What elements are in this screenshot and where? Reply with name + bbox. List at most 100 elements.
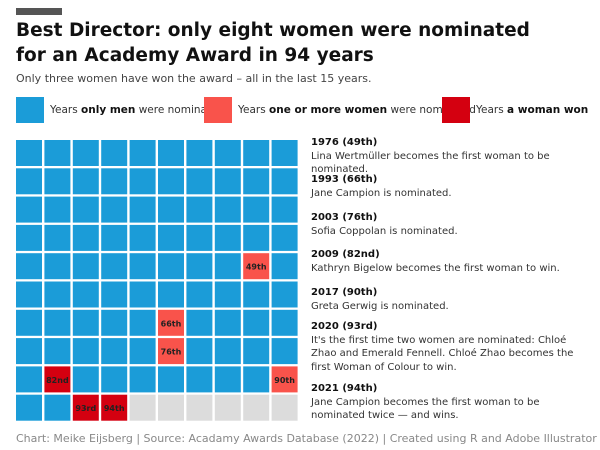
legend-text: Years bbox=[238, 104, 270, 116]
cell bbox=[243, 168, 270, 195]
cell bbox=[16, 281, 42, 308]
cell bbox=[72, 309, 99, 336]
top-bar bbox=[16, 8, 62, 15]
empty-cell bbox=[186, 394, 213, 421]
cell bbox=[214, 224, 241, 251]
cell bbox=[44, 196, 71, 223]
cell bbox=[16, 168, 42, 195]
cell bbox=[186, 224, 213, 251]
cell bbox=[271, 224, 298, 251]
cell bbox=[271, 140, 298, 166]
cell bbox=[243, 224, 270, 251]
cell bbox=[101, 309, 128, 336]
legend-swatch bbox=[16, 97, 44, 123]
highlight-cell bbox=[243, 253, 270, 280]
cell bbox=[44, 394, 71, 421]
cell bbox=[129, 366, 156, 393]
cell bbox=[101, 281, 128, 308]
cell bbox=[214, 253, 241, 280]
cell bbox=[214, 309, 241, 336]
cell bbox=[243, 196, 270, 223]
event-heading: 1993 (66th) bbox=[311, 174, 378, 185]
cell bbox=[101, 168, 128, 195]
cell bbox=[271, 253, 298, 280]
cell bbox=[72, 224, 99, 251]
cell bbox=[186, 338, 213, 365]
cell-label: 49th bbox=[246, 263, 267, 272]
cell bbox=[72, 196, 99, 223]
cell bbox=[243, 338, 270, 365]
legend-text: Years bbox=[50, 104, 82, 116]
cell bbox=[271, 168, 298, 195]
empty-cell bbox=[158, 394, 184, 421]
cell bbox=[129, 224, 156, 251]
cell bbox=[158, 253, 184, 280]
highlight-cell bbox=[72, 394, 99, 421]
event-text: It's the first time two women are nomina… bbox=[311, 334, 574, 373]
cell bbox=[214, 168, 241, 195]
cell bbox=[186, 281, 213, 308]
cell bbox=[129, 309, 156, 336]
highlight-cell bbox=[158, 309, 184, 336]
cell bbox=[101, 224, 128, 251]
cell-label: 76th bbox=[161, 348, 182, 357]
legend-text-bold: only men bbox=[81, 104, 136, 116]
cell bbox=[72, 366, 99, 393]
cell bbox=[16, 253, 42, 280]
highlight-cell bbox=[271, 366, 298, 393]
event-heading: 2021 (94th) bbox=[311, 383, 378, 394]
cell bbox=[16, 140, 42, 166]
legend-item: Years only men were nominated bbox=[16, 97, 224, 123]
cell bbox=[44, 168, 71, 195]
legend-text: Years bbox=[476, 104, 508, 116]
cell bbox=[16, 224, 42, 251]
title: Best Director: only eight women were nom… bbox=[16, 20, 530, 66]
cell bbox=[72, 253, 99, 280]
legend-swatch bbox=[204, 97, 232, 123]
cell bbox=[158, 196, 184, 223]
event: 1993 (66th) Jane Campion is nominated. bbox=[311, 173, 593, 200]
empty-cell bbox=[271, 394, 298, 421]
cell bbox=[158, 366, 184, 393]
subtitle: Only three women have won the award – al… bbox=[16, 72, 372, 85]
cell bbox=[186, 140, 213, 166]
cell bbox=[158, 140, 184, 166]
cell-label: 94th bbox=[104, 404, 125, 413]
cell bbox=[129, 196, 156, 223]
event: 1976 (49th) Lina Wertmüller becomes the f… bbox=[311, 136, 593, 177]
cell bbox=[243, 309, 270, 336]
cell bbox=[44, 253, 71, 280]
cell bbox=[129, 281, 156, 308]
event: 2009 (82nd) Kathryn Bigelow becomes the f… bbox=[311, 248, 593, 275]
cell bbox=[44, 281, 71, 308]
cell bbox=[72, 168, 99, 195]
highlight-cell bbox=[44, 366, 71, 393]
event-text: Lina Wertmüller becomes the first woman … bbox=[311, 150, 550, 176]
cell-label: 82nd bbox=[46, 376, 69, 385]
cell bbox=[72, 281, 99, 308]
legend-item: Years one or more women were nominated bbox=[204, 97, 476, 123]
cell bbox=[16, 394, 42, 421]
cell bbox=[44, 140, 71, 166]
highlight-cell bbox=[101, 394, 128, 421]
legend-text-bold: one or more women bbox=[269, 104, 388, 116]
cell bbox=[72, 338, 99, 365]
event-heading: 2020 (93rd) bbox=[311, 321, 378, 332]
event-heading: 2003 (76th) bbox=[311, 212, 378, 223]
event: 2003 (76th) Sofia Coppolan is nominated. bbox=[311, 211, 593, 238]
cell bbox=[271, 309, 298, 336]
cell bbox=[186, 366, 213, 393]
legend-text: were nominated bbox=[135, 104, 225, 116]
cell bbox=[214, 281, 241, 308]
cell bbox=[16, 338, 42, 365]
cell bbox=[129, 168, 156, 195]
legend-swatch bbox=[442, 97, 470, 123]
cell bbox=[16, 196, 42, 223]
empty-cell bbox=[214, 394, 241, 421]
cell bbox=[186, 168, 213, 195]
event-text: Kathryn Bigelow becomes the first woman … bbox=[311, 262, 560, 274]
cell bbox=[101, 140, 128, 166]
cell bbox=[243, 281, 270, 308]
cell bbox=[44, 224, 71, 251]
cell bbox=[158, 224, 184, 251]
